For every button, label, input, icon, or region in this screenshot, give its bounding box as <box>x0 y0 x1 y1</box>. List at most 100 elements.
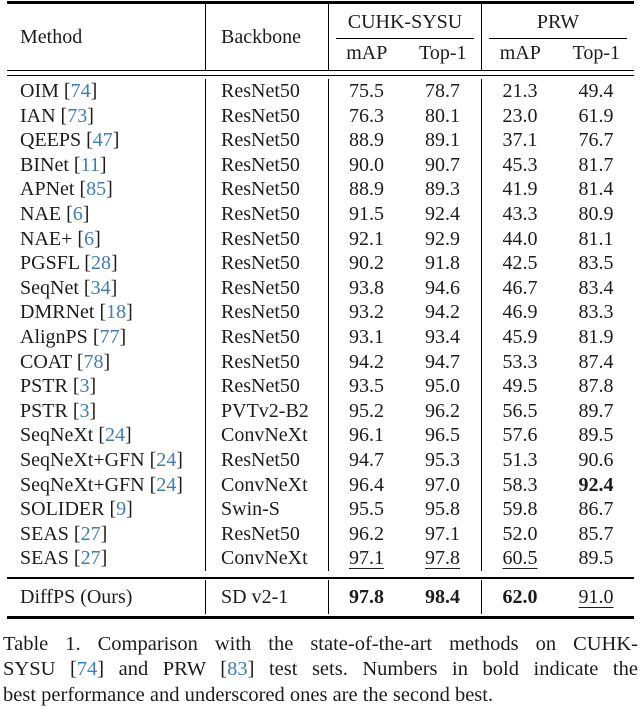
citation-ref[interactable]: [28] <box>79 252 117 274</box>
citation-number[interactable]: 3 <box>79 399 90 422</box>
method-cell: OIM [74] <box>7 79 205 104</box>
citation-number[interactable]: 24 <box>156 473 177 496</box>
citation-number[interactable]: 85 <box>86 178 107 201</box>
citation-ref[interactable]: [3] <box>68 400 96 422</box>
citation-bracket-open: [ <box>87 325 100 348</box>
prw-top1-value: 61.9 <box>578 104 614 127</box>
citation-number[interactable]: 47 <box>92 129 113 152</box>
citation-ref[interactable]: [6] <box>61 203 89 225</box>
method-cell: SeqNeXt+GFN [24] <box>7 448 205 473</box>
citation-number[interactable]: 24 <box>105 424 125 447</box>
citation-number[interactable]: 11 <box>80 153 100 176</box>
citation-ref[interactable]: [3] <box>68 375 96 397</box>
method-name: QEEPS <box>20 129 82 152</box>
cuhk-map-value: 94.7 <box>328 447 404 473</box>
prw-top1-value: 81.1 <box>578 227 614 250</box>
cuhk-top1-value: 94.2 <box>425 301 460 324</box>
prw-map-value: 51.3 <box>481 447 558 473</box>
backbone-cell: ResNet50 <box>205 128 328 153</box>
citation-ref[interactable]: [24] <box>93 424 131 446</box>
citation-ref[interactable]: [74] <box>59 80 97 102</box>
citation-ref[interactable]: [85] <box>74 178 112 200</box>
citation-number[interactable]: 83 <box>227 658 248 681</box>
citation-ref[interactable]: [24] <box>145 449 183 471</box>
prw-top1-value: 87.4 <box>578 350 614 373</box>
citation-bracket-close: ] <box>176 448 183 471</box>
prw-map-value: 49.5 <box>481 374 558 399</box>
prw-map-value: 46.7 <box>481 275 558 301</box>
prw-map-value: 43.3 <box>481 201 558 227</box>
backbone-cell: ConvNeXt <box>205 472 328 498</box>
citation-number[interactable]: 74 <box>70 80 91 102</box>
citation-bracket-open: [ <box>61 202 73 225</box>
backbone-cell: ResNet50 <box>205 275 328 301</box>
prw-top1-value: 89.5 <box>578 424 614 447</box>
backbone-cell: PVTv2-B2 <box>205 398 328 424</box>
citation-bracket-open: [ <box>94 301 107 324</box>
citation-number[interactable]: 34 <box>90 276 111 299</box>
citation-bracket-open: [ <box>104 498 117 521</box>
group-label-cuhk-sysu: CUHK-SYSU <box>347 11 463 33</box>
citation-bracket-open: [ <box>71 350 84 373</box>
citation-bracket-open: [ <box>78 276 91 299</box>
cuhk-map-value: 94.2 <box>328 349 404 375</box>
citation-number[interactable]: 6 <box>84 227 95 250</box>
method-name: APNet <box>20 178 75 201</box>
table-row: AlignPS [77] ResNet50 93.1 93.4 45.9 81.… <box>7 324 634 350</box>
citation-bracket-close: ] <box>89 399 97 422</box>
cuhk-map-value: 90.0 <box>328 152 404 178</box>
citation-number[interactable]: 3 <box>79 375 90 398</box>
cuhk-map-value: 92.1 <box>328 226 404 252</box>
citation-bracket-close: ] <box>100 522 108 545</box>
citation-ref[interactable]: [18] <box>94 301 132 323</box>
citation-bracket-close: ] <box>89 375 97 398</box>
table-row: SeqNeXt [24] ConvNeXt 96.1 96.5 57.6 89.… <box>7 423 634 448</box>
citation-number[interactable]: 73 <box>67 104 88 127</box>
citation-ref[interactable]: [47] <box>81 129 119 151</box>
citation-number[interactable]: 27 <box>80 522 101 545</box>
citation-number[interactable]: 74 <box>76 658 98 681</box>
caption-text: Table 1. Comparison with the state-of-th… <box>3 632 638 655</box>
citation-ref[interactable]: [73] <box>56 105 94 127</box>
citation-ref[interactable]: [77] <box>88 326 126 348</box>
citation-number[interactable]: 24 <box>156 448 177 471</box>
method-cell: BINet [11] <box>7 153 205 178</box>
subheader-prw: mAP Top-1 <box>482 39 634 68</box>
method-name: AlignPS <box>20 325 88 348</box>
cuhk-top1-value: 95.0 <box>425 375 460 398</box>
citation-ref[interactable]: [27] <box>69 523 107 545</box>
prw-map-value: 60.5 <box>481 546 558 571</box>
citation-ref[interactable]: [24] <box>145 474 183 496</box>
table-row: SEAS [27] ConvNeXt 97.1 97.8 60.5 89.5 <box>7 546 634 571</box>
citation-bracket-close: ] <box>126 498 133 521</box>
citation-ref[interactable]: [27] <box>69 547 107 569</box>
citation-number[interactable]: 18 <box>106 301 127 324</box>
citation-number[interactable]: 28 <box>90 252 111 275</box>
backbone-cell: ResNet50 <box>205 201 328 227</box>
citation-ref[interactable]: [6] <box>72 228 100 250</box>
backbone-cell: SD v2-1 <box>205 579 328 614</box>
cuhk-top1-value: 95.3 <box>425 448 460 471</box>
citation-number[interactable]: 9 <box>116 498 127 521</box>
table-row: APNet [85] ResNet50 88.9 89.3 41.9 81.4 <box>7 177 634 202</box>
citation-ref[interactable]: [9] <box>104 498 132 520</box>
header-group-cuhk-sysu: CUHK-SYSU mAP Top-1 <box>328 4 481 70</box>
method-name: SeqNeXt+GFN <box>20 448 145 471</box>
citation-number[interactable]: 77 <box>99 325 120 348</box>
ours-row-section: DiffPS (Ours) SD v2-1 97.8 98.4 62.0 91.… <box>7 579 634 614</box>
table-row: PSTR [3] ResNet50 93.5 95.0 49.5 87.8 <box>7 374 634 399</box>
table-header: Method Backbone CUHK-SYSU mAP Top-1 PRW … <box>7 4 634 70</box>
header-backbone: Backbone <box>205 4 328 70</box>
citation-number[interactable]: 6 <box>72 202 83 225</box>
citation-bracket-close: ] <box>110 276 118 299</box>
cuhk-map-value: 90.2 <box>328 251 404 276</box>
citation-ref[interactable]: [34] <box>79 277 117 299</box>
citation-number[interactable]: 78 <box>83 350 104 373</box>
citation-ref[interactable]: [11] <box>69 154 107 176</box>
group-label-prw: PRW <box>536 11 580 33</box>
method-name: PGSFL <box>20 252 80 275</box>
prw-top1-value: 76.7 <box>578 129 614 152</box>
citation-ref[interactable]: [78] <box>72 351 110 373</box>
citation-number[interactable]: 27 <box>80 547 101 570</box>
